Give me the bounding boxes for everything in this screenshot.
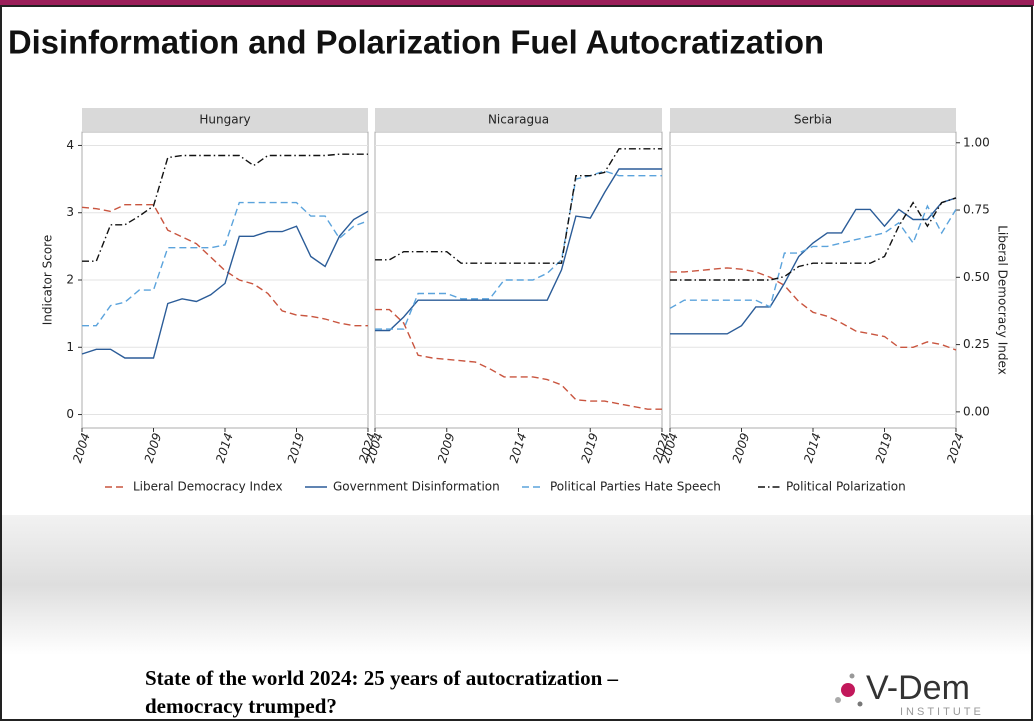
top-bar — [0, 0, 1034, 6]
series-line — [375, 170, 662, 330]
strip — [375, 108, 662, 131]
logo-dot — [835, 697, 841, 703]
legend-label: Political Polarization — [786, 480, 906, 494]
footer-line: State of the world 2024: 25 years of aut… — [145, 666, 618, 690]
series-line — [670, 197, 957, 335]
series-line — [82, 201, 369, 327]
y2-tick-label: 0.25 — [963, 337, 990, 351]
legend-label: Government Disinformation — [333, 480, 500, 494]
legend-label: Liberal Democracy Index — [133, 480, 283, 494]
y-tick-label: 1 — [66, 340, 74, 354]
background-band — [0, 515, 1034, 655]
y2-tick-label: 0.00 — [963, 404, 990, 418]
panel-title: Serbia — [794, 113, 832, 127]
logo-dot — [857, 701, 863, 707]
slide-title: Disinformation and Polarization Fuel Aut… — [8, 24, 824, 61]
y2-tick-label: 0.50 — [963, 270, 990, 284]
series-line — [669, 204, 957, 309]
series-line — [375, 148, 662, 264]
y2-axis-label: Liberal Democracy Index — [996, 225, 1010, 375]
y2-tick-label: 1.00 — [963, 135, 990, 149]
y-tick-label: 2 — [66, 273, 74, 287]
series-line — [375, 168, 662, 332]
y-tick-label: 0 — [66, 407, 74, 421]
panel-title: Nicaragua — [488, 113, 549, 127]
logo: V-Dem — [866, 669, 970, 707]
series-line — [670, 267, 957, 351]
series-line — [81, 204, 368, 327]
strip — [82, 108, 368, 131]
strip — [670, 108, 956, 131]
logo-sub: INSTITUTE — [900, 706, 984, 718]
series-line — [375, 308, 662, 410]
logo-dot — [841, 683, 855, 697]
legend-label: Political Parties Hate Speech — [550, 480, 721, 494]
series-line — [670, 197, 957, 281]
panel-title: Hungary — [199, 113, 250, 127]
footer-line: democracy trumped? — [145, 694, 337, 718]
frame — [0, 5, 1033, 721]
series-line — [82, 153, 368, 262]
y2-tick-label: 0.75 — [963, 203, 990, 217]
y-tick-label: 4 — [66, 138, 74, 152]
logo-dot — [849, 673, 855, 679]
series-line — [81, 210, 369, 359]
y-axis-label: Indicator Score — [41, 235, 55, 325]
y-tick-label: 3 — [66, 205, 74, 219]
